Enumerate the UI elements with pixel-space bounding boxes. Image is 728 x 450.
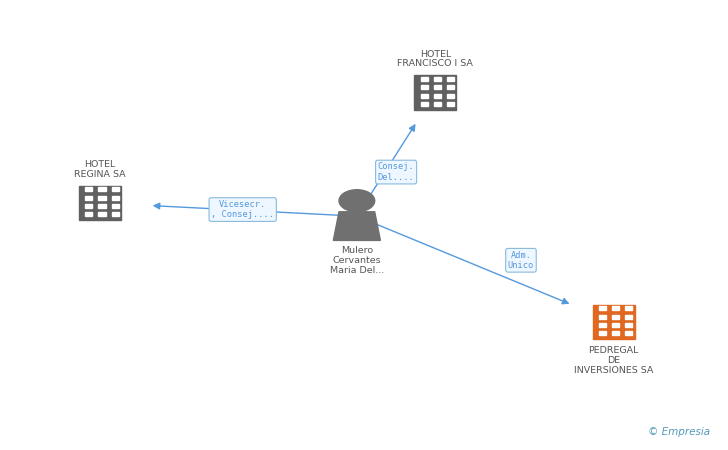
FancyBboxPatch shape bbox=[421, 77, 428, 81]
FancyBboxPatch shape bbox=[111, 196, 119, 199]
Text: INVERSIONES SA: INVERSIONES SA bbox=[574, 366, 654, 375]
FancyBboxPatch shape bbox=[414, 75, 456, 110]
FancyBboxPatch shape bbox=[599, 331, 606, 335]
FancyBboxPatch shape bbox=[599, 306, 606, 310]
FancyBboxPatch shape bbox=[625, 315, 633, 319]
FancyBboxPatch shape bbox=[625, 306, 633, 310]
FancyBboxPatch shape bbox=[421, 94, 428, 98]
FancyBboxPatch shape bbox=[85, 204, 92, 208]
Polygon shape bbox=[333, 212, 381, 240]
FancyBboxPatch shape bbox=[111, 212, 119, 216]
FancyBboxPatch shape bbox=[85, 187, 92, 191]
FancyBboxPatch shape bbox=[612, 323, 620, 327]
FancyBboxPatch shape bbox=[447, 77, 454, 81]
FancyBboxPatch shape bbox=[421, 86, 428, 89]
FancyBboxPatch shape bbox=[625, 323, 633, 327]
FancyBboxPatch shape bbox=[599, 315, 606, 319]
FancyBboxPatch shape bbox=[434, 77, 441, 81]
FancyBboxPatch shape bbox=[98, 187, 106, 191]
FancyBboxPatch shape bbox=[599, 323, 606, 327]
FancyBboxPatch shape bbox=[447, 94, 454, 98]
FancyBboxPatch shape bbox=[98, 204, 106, 208]
FancyBboxPatch shape bbox=[612, 331, 620, 335]
FancyBboxPatch shape bbox=[434, 94, 441, 98]
FancyBboxPatch shape bbox=[593, 305, 635, 339]
Text: Mulero: Mulero bbox=[341, 246, 373, 255]
FancyBboxPatch shape bbox=[447, 102, 454, 106]
FancyBboxPatch shape bbox=[612, 315, 620, 319]
Circle shape bbox=[339, 190, 375, 212]
Text: FRANCISCO I SA: FRANCISCO I SA bbox=[397, 59, 473, 68]
FancyBboxPatch shape bbox=[625, 331, 633, 335]
Text: © Empresia: © Empresia bbox=[648, 427, 710, 436]
FancyBboxPatch shape bbox=[434, 86, 441, 89]
FancyBboxPatch shape bbox=[85, 196, 92, 199]
Text: HOTEL: HOTEL bbox=[84, 160, 116, 169]
FancyBboxPatch shape bbox=[98, 212, 106, 216]
Text: Vicesecr.
, Consej....: Vicesecr. , Consej.... bbox=[211, 200, 274, 219]
FancyBboxPatch shape bbox=[612, 306, 620, 310]
FancyBboxPatch shape bbox=[421, 102, 428, 106]
FancyBboxPatch shape bbox=[447, 86, 454, 89]
FancyBboxPatch shape bbox=[79, 185, 121, 220]
Text: DE: DE bbox=[607, 356, 620, 365]
Text: PEDREGAL: PEDREGAL bbox=[588, 346, 639, 356]
Text: Cervantes: Cervantes bbox=[333, 256, 381, 265]
FancyBboxPatch shape bbox=[98, 196, 106, 199]
FancyBboxPatch shape bbox=[434, 102, 441, 106]
FancyBboxPatch shape bbox=[111, 204, 119, 208]
Text: Consej.
Del....: Consej. Del.... bbox=[378, 162, 414, 182]
FancyBboxPatch shape bbox=[111, 187, 119, 191]
FancyBboxPatch shape bbox=[85, 212, 92, 216]
Text: Maria Del...: Maria Del... bbox=[330, 266, 384, 274]
Text: Adm.
Unico: Adm. Unico bbox=[508, 251, 534, 270]
Text: HOTEL: HOTEL bbox=[420, 50, 451, 59]
Text: REGINA SA: REGINA SA bbox=[74, 170, 126, 179]
